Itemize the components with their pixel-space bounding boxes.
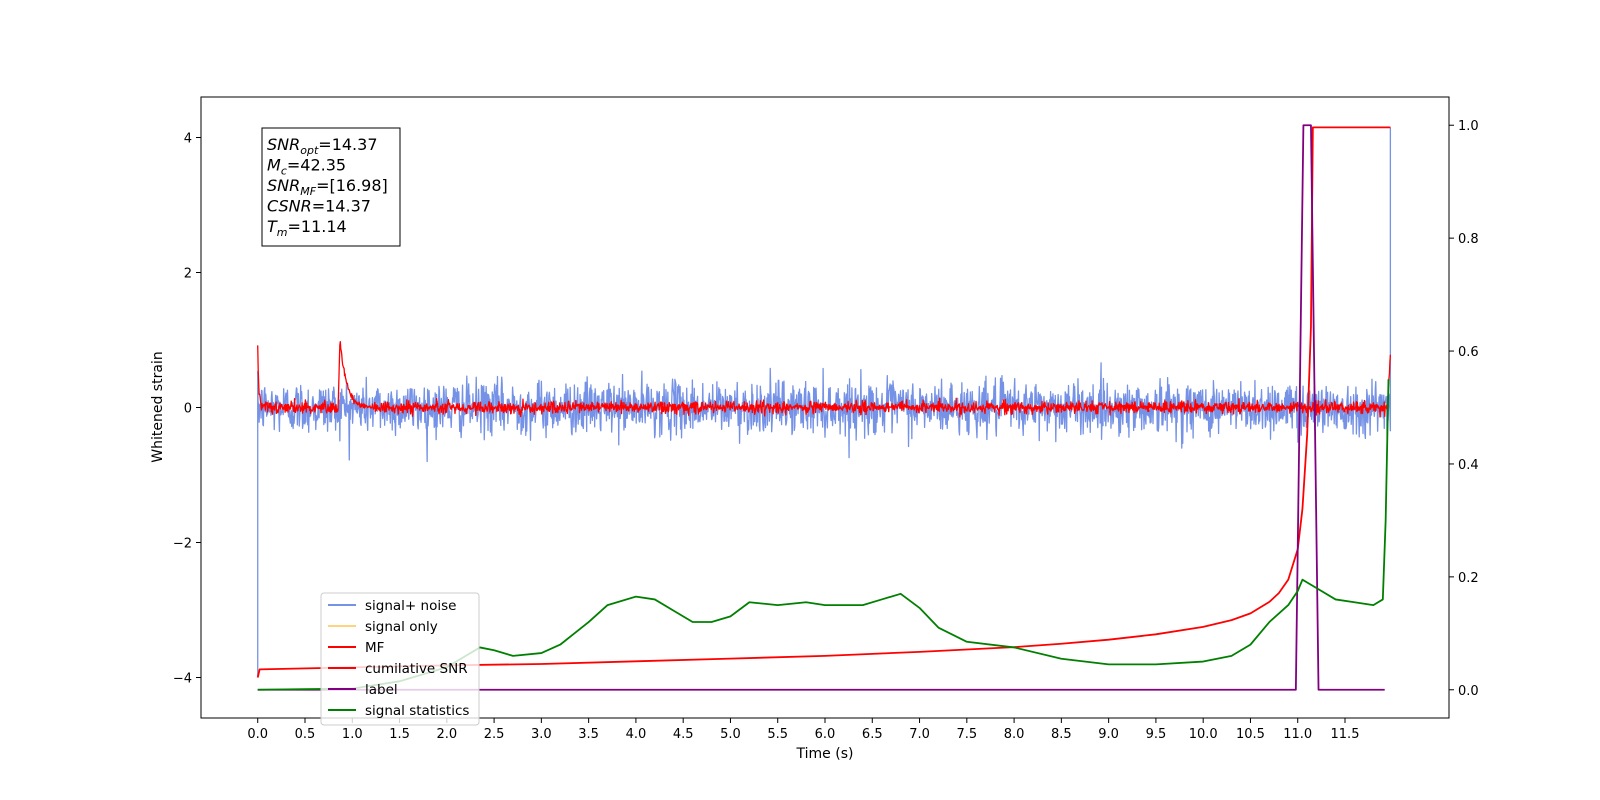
- y-left-tick-label: 4: [184, 132, 192, 147]
- y-right-tick-label: 0.0: [1458, 684, 1479, 699]
- x-tick-label: 6.5: [862, 727, 883, 742]
- legend: signal+ noise signal only MF cumilative SNR…: [320, 592, 480, 726]
- x-axis: 0.0 0.5 1.0 1.5 2.0 2.5 3.0 3.5 4.0 4.5 5.0 5.5 6.0 6…: [247, 718, 1359, 742]
- y-right-tick-label: 0.8: [1458, 232, 1479, 247]
- y-right-tick-label: 0.6: [1458, 345, 1479, 360]
- x-tick-label: 6.0: [815, 727, 836, 742]
- x-tick-label: 11.5: [1331, 727, 1360, 742]
- x-tick-label: 11.0: [1283, 727, 1312, 742]
- stats-annotation: SNRopt=14.37Mc=42.35SNRMF=[16.98]CSNR=14…: [261, 127, 401, 247]
- x-tick-label: 7.0: [909, 727, 930, 742]
- x-tick-label: 5.5: [767, 727, 788, 742]
- annotation-line: CSNR=14.37: [267, 197, 371, 216]
- legend-label: MF: [365, 640, 384, 656]
- y-axis-left: −4 −2 0 2 4: [173, 132, 201, 687]
- x-tick-label: 4.5: [673, 727, 694, 742]
- annotation-box: [261, 127, 401, 247]
- x-tick-label: 2.0: [436, 727, 457, 742]
- legend-label: signal+ noise: [365, 598, 456, 614]
- annotation-line: Tm=11.14: [267, 217, 347, 239]
- x-tick-label: 0.5: [295, 727, 316, 742]
- series-label: [257, 124, 1385, 691]
- x-tick-label: 10.0: [1189, 727, 1218, 742]
- x-tick-label: 7.5: [956, 727, 977, 742]
- series-mf: [257, 340, 1392, 418]
- x-tick-label: 2.5: [484, 727, 505, 742]
- x-tick-label: 1.5: [389, 727, 410, 742]
- legend-label: signal only: [365, 619, 438, 635]
- y-axis-right: 0.0 0.2 0.4 0.6 0.8 1.0: [1449, 119, 1479, 699]
- legend-label: label: [365, 682, 398, 698]
- legend-box: [320, 592, 480, 726]
- annotation-line: Mc=42.35: [267, 156, 346, 178]
- x-tick-label: 9.5: [1146, 727, 1167, 742]
- series-cumilative-snr: [256, 126, 1391, 678]
- x-tick-label: 10.5: [1236, 727, 1265, 742]
- x-tick-label: 8.0: [1004, 727, 1025, 742]
- plot-area: [256, 124, 1392, 691]
- x-tick-label: 1.0: [342, 727, 363, 742]
- y-left-tick-label: −2: [173, 537, 192, 552]
- x-tick-label: 5.0: [720, 727, 741, 742]
- x-tick-label: 3.5: [578, 727, 599, 742]
- annotation-line: SNRMF=[16.98]: [267, 176, 388, 198]
- x-tick-label: 9.0: [1098, 727, 1119, 742]
- y-right-tick-label: 0.4: [1458, 458, 1479, 473]
- series-signal-statistics: [257, 379, 1390, 691]
- y-right-tick-label: 0.2: [1458, 571, 1479, 586]
- y-left-tick-label: 0: [184, 402, 192, 417]
- y-right-tick-label: 1.0: [1458, 119, 1479, 134]
- x-tick-label: 0.0: [247, 727, 268, 742]
- y-axis-label: Whitened strain: [150, 351, 166, 462]
- x-axis-label: Time (s): [796, 746, 854, 762]
- legend-label: cumilative SNR: [365, 661, 468, 677]
- x-tick-label: 8.5: [1051, 727, 1072, 742]
- y-left-tick-label: 2: [184, 267, 192, 282]
- annotation-line: SNRopt=14.37: [267, 135, 378, 157]
- y-left-tick-label: −4: [173, 672, 192, 687]
- x-tick-label: 3.0: [531, 727, 552, 742]
- legend-label: signal statistics: [365, 703, 469, 719]
- x-tick-label: 4.0: [626, 727, 647, 742]
